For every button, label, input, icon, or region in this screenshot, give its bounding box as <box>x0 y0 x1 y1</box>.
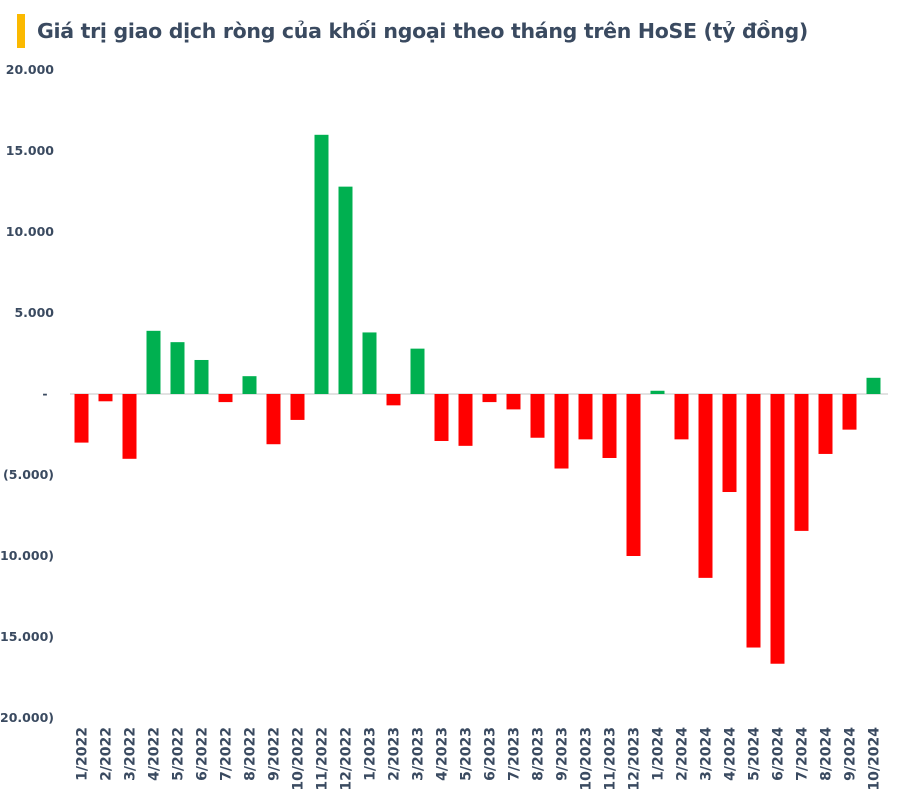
bars <box>74 134 881 664</box>
bar-4-2022 <box>146 330 161 394</box>
bar-8-2023 <box>530 394 545 438</box>
bar-3-2022 <box>122 394 137 459</box>
x-tick-label: 10/2023 <box>579 727 595 791</box>
y-tick-label: (15.000) <box>0 629 54 644</box>
x-tick-label: 8/2023 <box>531 727 547 781</box>
x-tick-label: 5/2023 <box>459 727 475 781</box>
bar-7-2022 <box>218 394 233 403</box>
bar-5-2023 <box>458 394 473 446</box>
x-tick-label: 8/2022 <box>243 727 259 781</box>
bar-4-2024 <box>722 394 737 493</box>
x-tick-label: 12/2023 <box>627 727 643 791</box>
y-tick-label: (5.000) <box>3 467 54 482</box>
x-tick-label: 4/2023 <box>435 727 451 781</box>
x-tick-label: 9/2024 <box>843 727 859 781</box>
x-tick-label: 12/2022 <box>339 727 355 791</box>
x-axis: 1/2022 2/2022 3/2022 4/2022 5/2022 6/2022 7/20… <box>75 727 883 791</box>
x-tick-label: 1/2024 <box>651 727 667 781</box>
bar-11-2022 <box>314 134 329 395</box>
x-tick-label: 5/2024 <box>747 727 763 781</box>
bar-3-2024 <box>698 394 713 578</box>
x-tick-label: 4/2022 <box>147 727 163 781</box>
bar-12-2023 <box>626 394 641 556</box>
x-tick-label: 6/2024 <box>771 727 787 781</box>
bar-5-2024 <box>746 394 761 648</box>
x-tick-label: 6/2022 <box>195 727 211 781</box>
x-tick-label: 8/2024 <box>819 727 835 781</box>
y-tick-label: 20.000 <box>6 62 55 77</box>
y-tick-label: - <box>42 386 47 401</box>
bar-2-2024 <box>674 394 689 440</box>
x-tick-label: 3/2024 <box>699 727 715 781</box>
chart-title: Giá trị giao dịch ròng của khối ngoại th… <box>37 19 808 43</box>
x-tick-label: 10/2022 <box>291 727 307 791</box>
x-tick-label: 1/2023 <box>363 727 379 781</box>
bar-2-2023 <box>386 394 401 406</box>
bar-1-2022 <box>74 394 89 443</box>
bar-10-2022 <box>290 394 305 420</box>
bar-4-2023 <box>434 394 449 441</box>
y-axis: 20.000 15.000 10.000 5.000 - (5.000) (10.000) (… <box>0 62 54 725</box>
x-tick-label: 2/2024 <box>675 727 691 781</box>
x-tick-label: 3/2023 <box>411 727 427 781</box>
y-tick-label: (10.000) <box>0 548 54 563</box>
x-tick-label: 11/2022 <box>315 727 331 791</box>
x-tick-label: 1/2022 <box>75 727 91 781</box>
bar-1-2023 <box>362 332 377 394</box>
x-tick-label: 6/2023 <box>483 727 499 781</box>
bar-11-2023 <box>602 394 617 458</box>
chart-title-block: Giá trị giao dịch ròng của khối ngoại th… <box>17 13 808 49</box>
bar-1-2024 <box>650 390 665 394</box>
title-accent-bar <box>17 14 25 48</box>
y-tick-label: 15.000 <box>6 143 55 158</box>
x-tick-label: 7/2023 <box>507 727 523 781</box>
bar-6-2022 <box>194 359 209 394</box>
x-tick-label: 5/2022 <box>171 727 187 781</box>
bar-7-2023 <box>506 394 521 410</box>
x-tick-label: 4/2024 <box>723 727 739 781</box>
y-tick-label: (20.000) <box>0 710 54 725</box>
bar-12-2022 <box>338 186 353 394</box>
bar-7-2024 <box>794 394 809 531</box>
x-tick-label: 7/2022 <box>219 727 235 781</box>
x-tick-label: 9/2023 <box>555 727 571 781</box>
bar-5-2022 <box>170 342 185 394</box>
bar-8-2024 <box>818 394 833 454</box>
bar-9-2023 <box>554 394 569 469</box>
x-tick-label: 10/2024 <box>867 727 883 791</box>
bar-10-2023 <box>578 394 593 440</box>
x-tick-label: 3/2022 <box>123 727 139 781</box>
y-tick-label: 10.000 <box>6 224 55 239</box>
x-tick-label: 7/2024 <box>795 727 811 781</box>
bar-8-2022 <box>242 376 257 394</box>
bar-9-2022 <box>266 394 281 445</box>
x-tick-label: 9/2022 <box>267 727 283 781</box>
bar-6-2024 <box>770 394 785 664</box>
y-tick-label: 5.000 <box>14 305 54 320</box>
bar-2-2022 <box>98 394 113 402</box>
bar-3-2023 <box>410 348 425 394</box>
bar-6-2023 <box>482 394 497 403</box>
x-tick-label: 2/2022 <box>99 727 115 781</box>
bar-10-2024 <box>866 377 881 394</box>
x-tick-label: 11/2023 <box>603 727 619 791</box>
bar-9-2024 <box>842 394 857 430</box>
x-tick-label: 2/2023 <box>387 727 403 781</box>
